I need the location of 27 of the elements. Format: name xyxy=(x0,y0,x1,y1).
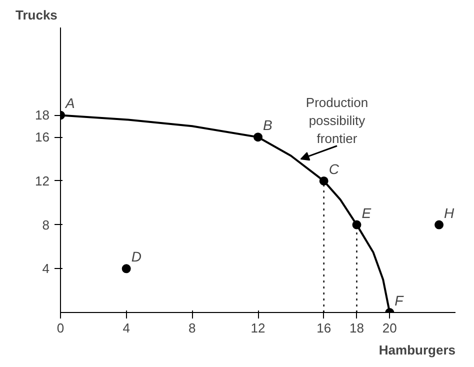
x-tick-label: 0 xyxy=(56,320,64,336)
point xyxy=(122,264,131,274)
annotation: F xyxy=(394,292,405,308)
y-tick-label: 4 xyxy=(42,261,50,276)
x-axis-title: Hamburgers xyxy=(378,342,456,358)
point xyxy=(254,132,262,142)
y-tick-label: 8 xyxy=(42,217,50,232)
point xyxy=(434,220,444,230)
annotation: A xyxy=(64,95,75,112)
y-tick-label: 12 xyxy=(35,173,50,188)
point xyxy=(352,220,362,230)
y-tick-label: 16 xyxy=(35,130,50,145)
x-tick-label: 4 xyxy=(122,320,130,336)
y-axis-title: Trucks xyxy=(16,8,58,22)
x-tick-label: 12 xyxy=(250,320,266,336)
annotation: D xyxy=(131,248,142,265)
annotation: Production possibility frontier xyxy=(306,94,368,146)
annotation: E xyxy=(362,204,372,221)
annotation: B xyxy=(263,117,272,134)
x-tick-label: 16 xyxy=(316,320,332,336)
annotation: H xyxy=(444,204,456,221)
x-tick-label: 8 xyxy=(188,320,196,336)
annotation: C xyxy=(328,160,340,177)
y-tick-label: 18 xyxy=(35,108,50,123)
point xyxy=(319,176,328,186)
x-tick-label: 18 xyxy=(350,320,364,336)
x-tick-label: 20 xyxy=(382,320,397,336)
